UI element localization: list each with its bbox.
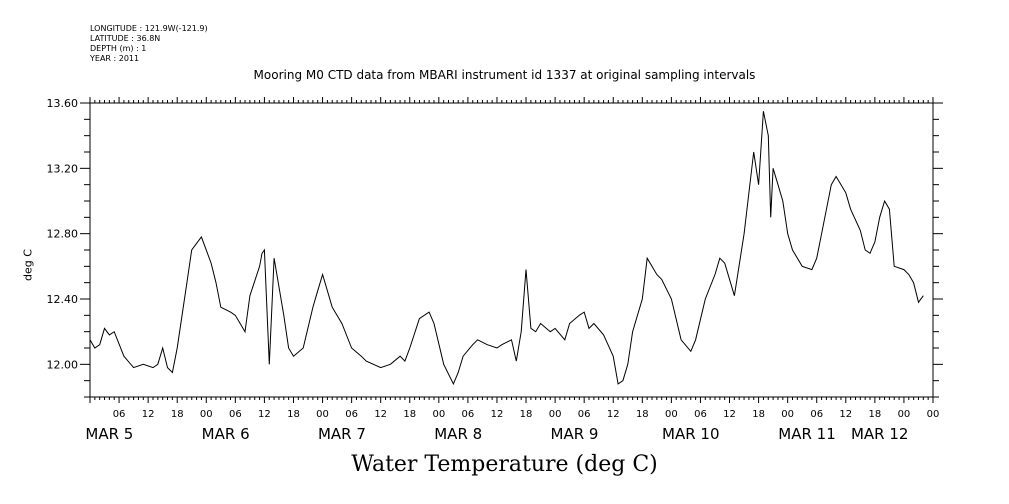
x-hour-label: 06 <box>345 409 358 420</box>
x-hour-label: 18 <box>403 409 416 420</box>
x-axis-title: Water Temperature (deg C) <box>351 452 658 477</box>
x-day-label: MAR 10 <box>662 425 719 443</box>
y-tick-label: 12.00 <box>47 358 79 371</box>
latitude-label: LATITUDE : 36.8N <box>90 34 161 43</box>
y-tick-label: 12.80 <box>47 228 79 241</box>
metadata-block: LONGITUDE : 121.9W(-121.9) LATITUDE : 36… <box>90 24 208 64</box>
x-hour-label: 06 <box>694 409 707 420</box>
chart-tick-labels: 12.00 12.40 12.80 13.20 13.60 06 12 18 00 06 12 18 0… <box>47 97 940 443</box>
x-day-label: MAR 9 <box>551 425 599 443</box>
x-hour-label: 06 <box>810 409 823 420</box>
x-hour-label: 18 <box>868 409 881 420</box>
plot-frame <box>89 102 934 398</box>
x-day-label: MAR 11 <box>778 425 835 443</box>
x-hour-label: 00 <box>549 409 562 420</box>
x-day-label: MAR 6 <box>202 425 250 443</box>
x-hour-label: 00 <box>432 409 445 420</box>
y-tick-label: 13.60 <box>47 97 79 110</box>
chart-axes <box>89 102 934 398</box>
x-day-label: MAR 12 <box>851 425 908 443</box>
x-hour-label: 06 <box>113 409 126 420</box>
x-hour-label: 12 <box>839 409 852 420</box>
year-label: YEAR : 2011 <box>90 54 140 63</box>
x-hour-label: 12 <box>374 409 387 420</box>
x-hour-label: 00 <box>665 409 678 420</box>
depth-label: DEPTH (m) : 1 <box>90 44 147 53</box>
x-day-label: MAR 8 <box>434 425 482 443</box>
x-hour-label: 12 <box>491 409 504 420</box>
x-hour-label: 18 <box>636 409 649 420</box>
x-hour-label: 12 <box>258 409 271 420</box>
x-hour-label: 18 <box>171 409 184 420</box>
x-day-label: MAR 7 <box>318 425 366 443</box>
longitude-label: LONGITUDE : 121.9W(-121.9) <box>90 24 208 33</box>
x-hour-label: 12 <box>723 409 736 420</box>
temperature-series-line <box>89 111 924 386</box>
y-tick-label: 13.20 <box>47 162 79 175</box>
x-hour-label: 00 <box>781 409 794 420</box>
x-hour-label: 18 <box>752 409 765 420</box>
x-hour-label: 18 <box>287 409 300 420</box>
x-hour-label: 00 <box>898 409 911 420</box>
x-hour-label: 00 <box>316 409 329 420</box>
x-hour-label: 06 <box>229 409 242 420</box>
x-hour-label: 06 <box>462 409 475 420</box>
x-hour-label: 18 <box>520 409 533 420</box>
x-hour-label: 00 <box>200 409 213 420</box>
x-hour-label: 12 <box>607 409 620 420</box>
x-hour-label: 00 <box>927 409 940 420</box>
chart-title: Mooring M0 CTD data from MBARI instrumen… <box>253 68 756 82</box>
y-tick-label: 12.40 <box>47 293 79 306</box>
x-hour-label: 06 <box>578 409 591 420</box>
chart-ticks <box>80 97 943 403</box>
x-day-label: MAR 5 <box>85 425 133 443</box>
x-hour-label: 12 <box>142 409 155 420</box>
